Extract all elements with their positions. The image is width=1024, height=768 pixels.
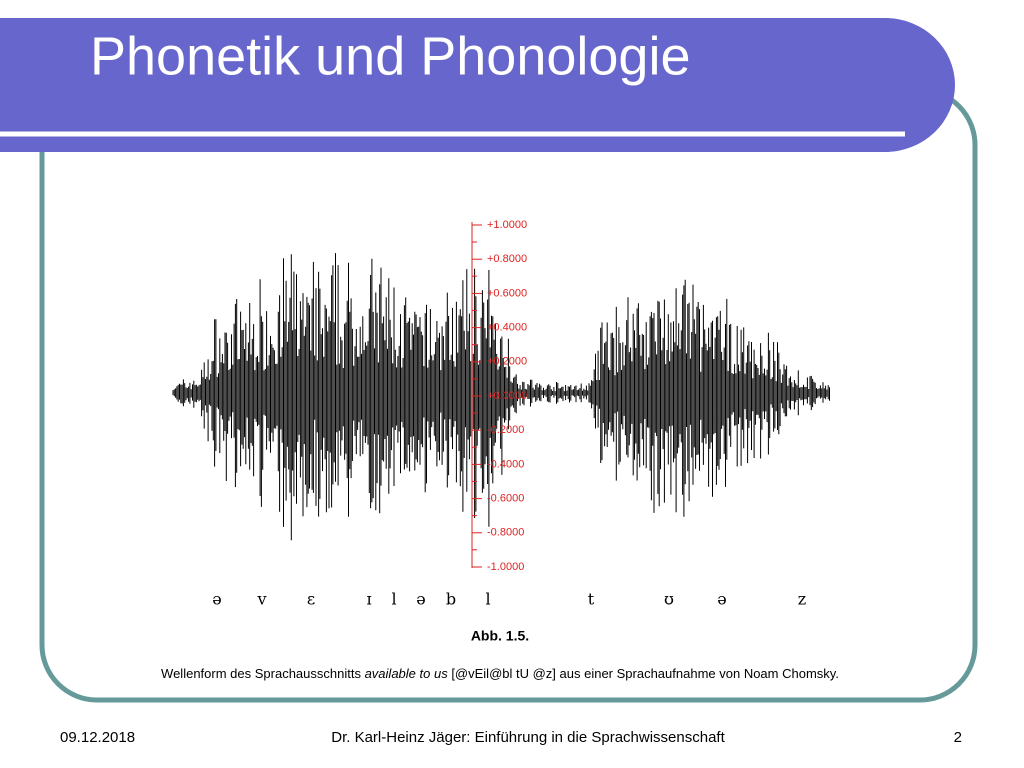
caption-text: Wellenform des Sprachausschnitts — [161, 666, 365, 681]
footer-page: 2 — [954, 729, 962, 746]
axis-label: +0.8000 — [487, 253, 527, 265]
axis-label: -0.8000 — [487, 527, 524, 539]
axis-label: -0.4000 — [487, 458, 524, 470]
axis-label: +0.0000 — [487, 390, 527, 402]
figure: +1.0000 +0.8000 +0.6000 +0.4000 +0.2000 +0.00… — [172, 219, 830, 609]
phoneme: l — [485, 590, 490, 609]
footer-author: Dr. Karl-Heinz Jäger: Einführung in die … — [331, 729, 725, 746]
axis-label: +0.2000 — [487, 356, 527, 368]
figure-label: Abb. 1.5. — [471, 628, 529, 644]
axis-label: +0.6000 — [487, 287, 527, 299]
phoneme: b — [446, 590, 456, 609]
slide-title: Phonetik und Phonologie — [90, 26, 691, 86]
waveform — [172, 253, 830, 541]
footer-date: 09.12.2018 — [60, 729, 135, 746]
axis-label: -0.6000 — [487, 493, 524, 505]
phoneme: ə — [416, 590, 425, 609]
phoneme: v — [256, 590, 266, 609]
axis-label: -0.2000 — [487, 424, 524, 436]
phoneme: l — [391, 590, 396, 609]
phoneme: t — [588, 590, 595, 609]
header-bar — [0, 18, 955, 152]
phoneme: ɛ — [307, 590, 315, 609]
caption-text: [@vEil@bl tU @z] aus einer Sprachaufnahm… — [448, 666, 839, 681]
phoneme: ə — [212, 590, 221, 609]
axis-label: +1.0000 — [487, 219, 527, 231]
axis-label: +0.4000 — [487, 322, 527, 334]
phoneme: ʊ — [664, 590, 674, 609]
axis-label: -1.0000 — [487, 561, 524, 573]
phoneme: ə — [717, 590, 726, 609]
figure-caption: Wellenform des Sprachausschnitts availab… — [161, 666, 839, 681]
phoneme: z — [798, 590, 806, 609]
phoneme: ɪ — [366, 590, 371, 609]
caption-italic: available to us — [365, 666, 449, 681]
